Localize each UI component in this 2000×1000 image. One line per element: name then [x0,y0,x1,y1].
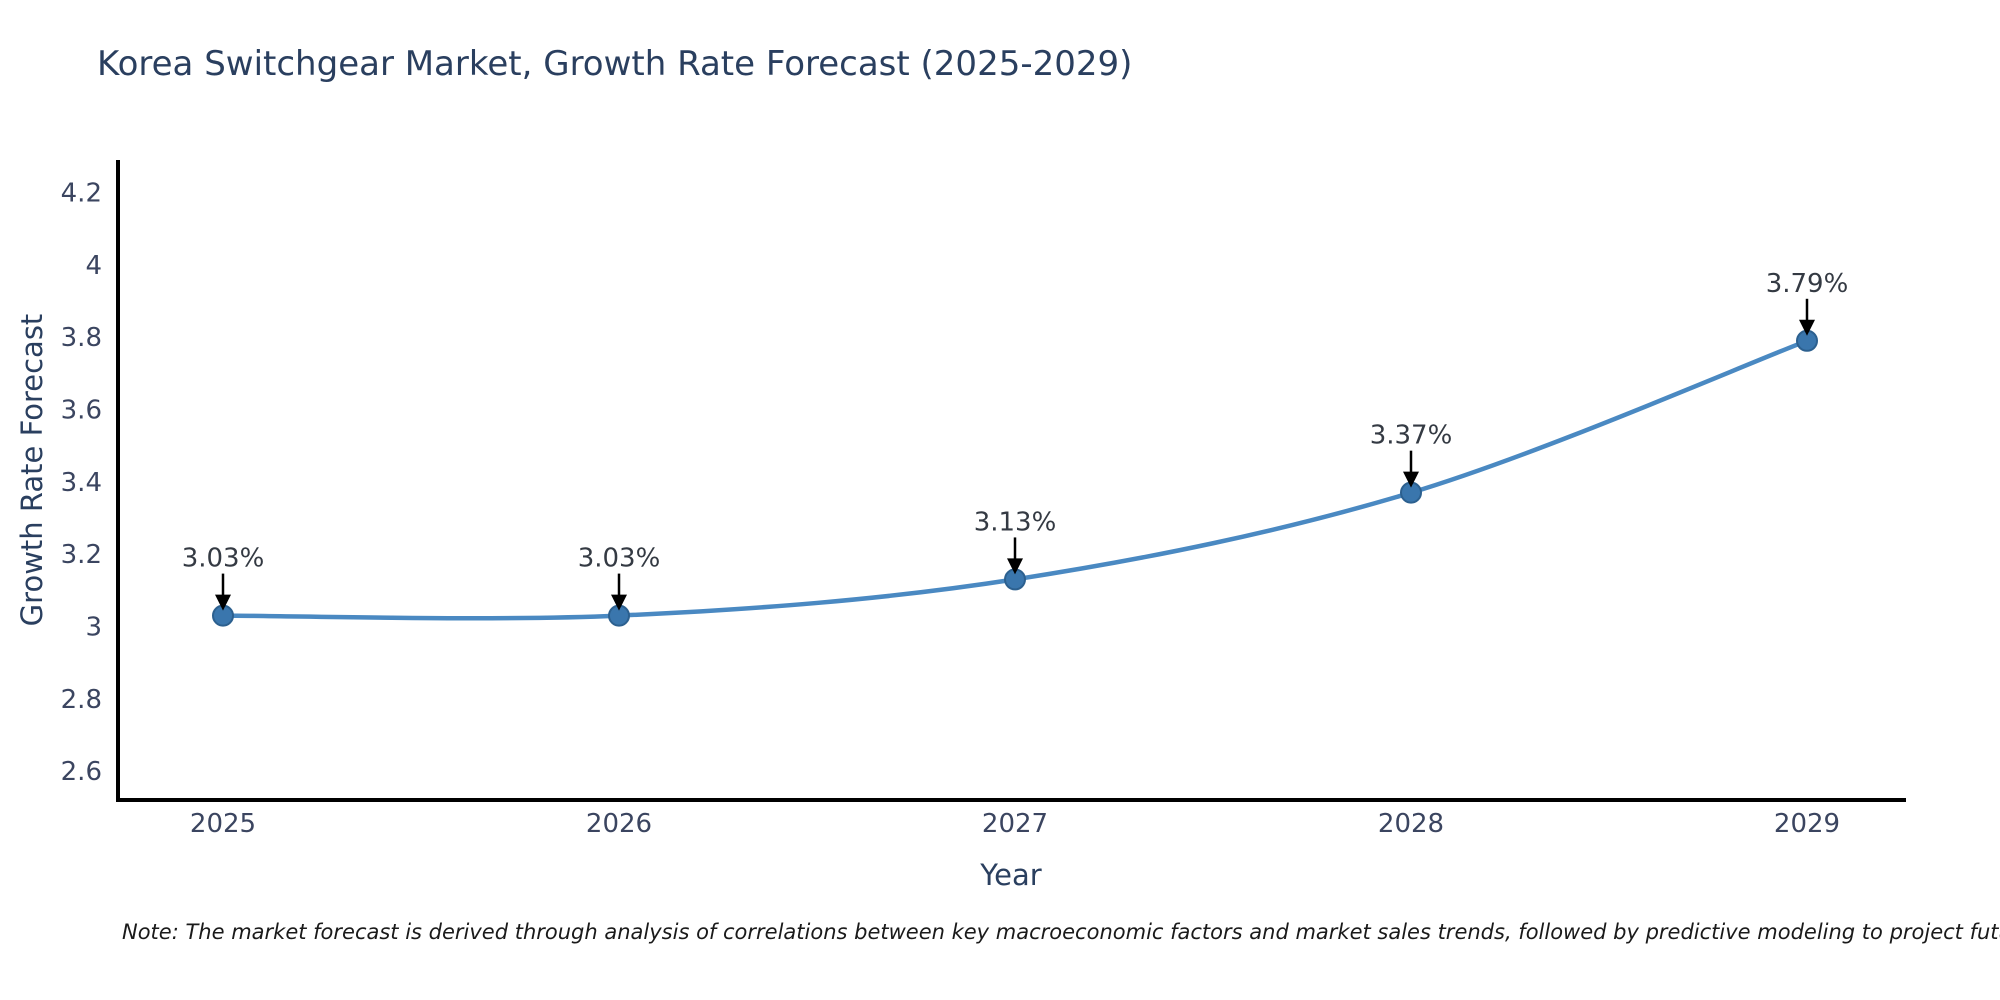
annotation-arrowhead-icon [1799,319,1815,336]
annotation-label: 3.13% [974,507,1057,537]
y-tick-label: 2.8 [61,685,102,715]
y-tick-label: 3 [85,612,102,642]
x-tick-label: 2029 [1774,809,1840,839]
y-tick-label: 4 [85,251,102,281]
y-tick-label: 3.2 [61,540,102,570]
y-tick-label: 3.6 [61,395,102,425]
annotation-label: 3.03% [182,544,265,574]
annotation-arrowhead-icon [611,594,627,611]
y-tick-label: 2.6 [61,757,102,787]
y-axis-title: Growth Rate Forecast [15,313,49,627]
footnote: Note: The market forecast is derived thr… [122,920,2000,944]
x-tick-label: 2027 [982,809,1048,839]
annotation-arrowhead-icon [1403,471,1419,488]
y-tick-label: 3.4 [61,468,102,498]
y-tick-label: 4.2 [61,179,102,209]
annotation-arrowhead-icon [1007,558,1023,575]
annotation-arrowhead-icon [215,594,231,611]
x-tick-label: 2028 [1378,809,1444,839]
chart-title: Korea Switchgear Market, Growth Rate For… [97,44,1133,84]
x-tick-label: 2026 [586,809,652,839]
y-tick-label: 3.8 [61,323,102,353]
x-axis-title: Year [980,858,1042,892]
annotation-label: 3.37% [1370,421,1453,451]
x-tick-label: 2025 [190,809,256,839]
annotation-label: 3.03% [578,544,661,574]
annotation-label: 3.79% [1766,269,1849,299]
